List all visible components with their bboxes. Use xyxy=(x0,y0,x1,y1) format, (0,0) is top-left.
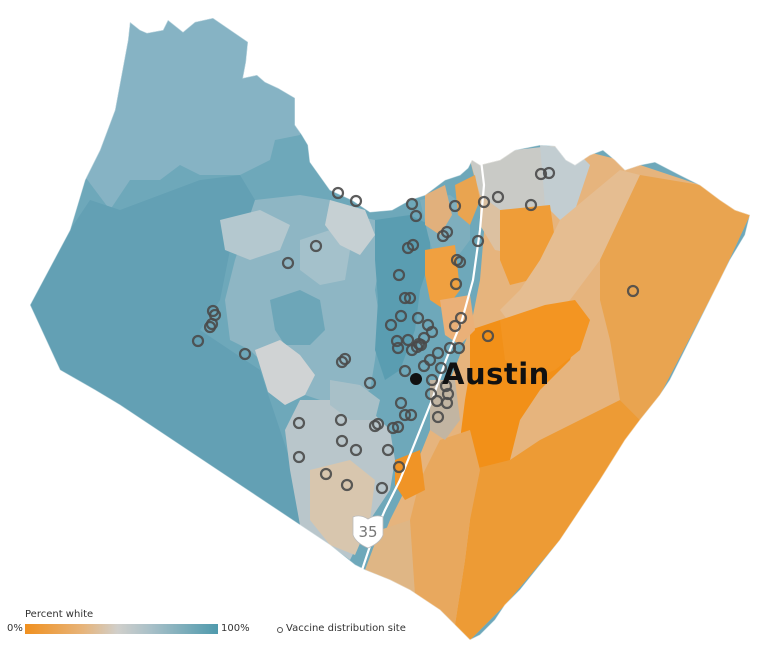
vaccine-site-marker xyxy=(238,347,252,361)
austin-city-dot-icon xyxy=(410,373,422,385)
vaccine-site-marker xyxy=(340,478,354,492)
vaccine-site-marker xyxy=(398,408,412,422)
vaccine-site-marker xyxy=(394,396,408,410)
vaccine-site-marker xyxy=(542,166,556,180)
vaccine-site-marker xyxy=(191,334,205,348)
vaccine-site-marker xyxy=(448,319,462,333)
vaccine-site-marker xyxy=(425,373,439,387)
vaccine-site-marker xyxy=(425,325,439,339)
vaccine-site-marker xyxy=(471,234,485,248)
vaccine-site-marker xyxy=(394,309,408,323)
vaccine-site-marker xyxy=(404,408,418,422)
vaccine-site-marker xyxy=(443,341,457,355)
vaccine-site-marker xyxy=(398,364,412,378)
vaccine-site-marker xyxy=(406,238,420,252)
vaccine-site-marker xyxy=(431,346,445,360)
vaccine-site-marker xyxy=(386,421,400,435)
vaccine-site-marker xyxy=(448,199,462,213)
vaccine-site-marker xyxy=(411,311,425,325)
vaccine-site-marker xyxy=(292,450,306,464)
vaccine-site-marker xyxy=(292,416,306,430)
vaccine-site-marker xyxy=(381,443,395,457)
vaccine-site-marker xyxy=(626,284,640,298)
vaccine-site-marker xyxy=(349,194,363,208)
vaccine-site-marker xyxy=(414,338,428,352)
vaccine-site-marker xyxy=(453,255,467,269)
legend-site-label: Vaccine distribution site xyxy=(286,623,406,634)
interstate-35-line xyxy=(360,159,486,571)
vaccine-site-marker xyxy=(417,359,431,373)
county-outline xyxy=(29,17,751,641)
vaccine-site-marker xyxy=(334,413,348,427)
interstate-shield-icon: 35 xyxy=(352,515,384,549)
legend-min-label: 0% xyxy=(7,623,23,634)
vaccine-site-marker xyxy=(349,443,363,457)
vaccine-site-marker xyxy=(454,311,468,325)
vaccine-site-marker xyxy=(331,186,345,200)
vaccine-site-marker xyxy=(391,341,405,355)
vaccine-site-marker xyxy=(203,320,217,334)
vaccine-site-marker xyxy=(384,318,398,332)
vaccine-site-marker xyxy=(319,467,333,481)
vaccine-site-marker xyxy=(309,239,323,253)
vaccine-site-marker xyxy=(534,167,548,181)
legend-title: Percent white xyxy=(25,609,94,620)
vaccine-site-marker xyxy=(431,410,445,424)
vaccine-site-marker xyxy=(398,291,412,305)
vaccine-site-marker xyxy=(439,379,453,393)
vaccine-site-marker xyxy=(335,355,349,369)
vaccine-site-marker xyxy=(391,420,405,434)
vaccine-site-marker xyxy=(405,197,419,211)
vaccine-site-marker xyxy=(434,361,448,375)
vaccine-site-marker xyxy=(424,387,438,401)
city-label-austin: Austin xyxy=(442,357,550,391)
legend: Percent white 0% 100% Vaccine distributi… xyxy=(0,600,768,651)
vaccine-site-marker xyxy=(409,209,423,223)
vaccine-site-marker xyxy=(368,419,382,433)
vaccine-site-marker xyxy=(392,268,406,282)
legend-color-gradient xyxy=(25,624,218,634)
svg-text:35: 35 xyxy=(358,523,377,541)
legend-max-label: 100% xyxy=(221,623,250,634)
vaccine-site-marker xyxy=(440,225,454,239)
vaccine-site-marker xyxy=(375,481,389,495)
vaccine-site-marker xyxy=(491,190,505,204)
vaccine-site-marker xyxy=(430,394,444,408)
vaccine-site-marker xyxy=(363,376,377,390)
vaccine-site-marker xyxy=(524,198,538,212)
vaccine-site-marker xyxy=(477,195,491,209)
vaccine-site-marker xyxy=(392,460,406,474)
vaccine-site-marker xyxy=(281,256,295,270)
vaccine-site-marker xyxy=(403,291,417,305)
vaccine-site-marker xyxy=(335,434,349,448)
vaccine-site-circle-icon xyxy=(277,627,283,633)
vaccine-site-marker xyxy=(338,352,352,366)
vaccine-site-marker xyxy=(449,277,463,291)
vaccine-site-marker xyxy=(390,334,404,348)
vaccine-site-marker xyxy=(481,329,495,343)
vaccine-sites-layer xyxy=(191,166,640,495)
